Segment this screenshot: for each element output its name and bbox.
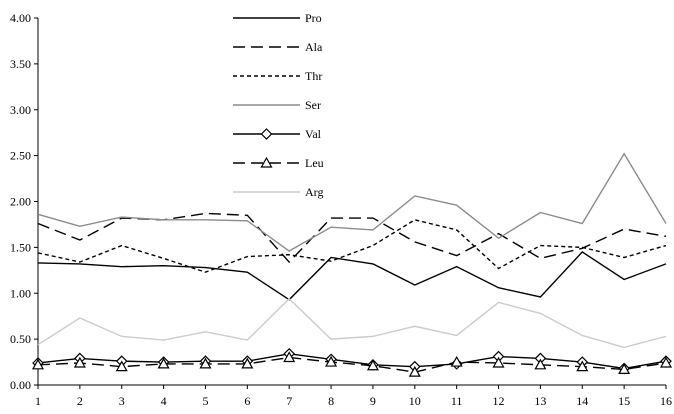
legend-label-val: Val (305, 127, 322, 141)
data-point-leu (408, 365, 421, 377)
series-line-thr (37, 219, 667, 273)
series-line-val (37, 353, 667, 370)
series-pro (37, 251, 667, 301)
series-arg (37, 297, 667, 349)
series-val (32, 347, 672, 375)
series-line-ser (37, 152, 667, 252)
x-tick-label: 11 (451, 394, 463, 408)
x-tick-label: 5 (202, 394, 208, 408)
data-point-leu (534, 358, 547, 370)
data-point-leu (325, 355, 338, 367)
data-point-leu (450, 355, 463, 367)
x-tick-label: 15 (618, 394, 630, 408)
series-line-arg (37, 297, 667, 349)
legend-item-ser: Ser (233, 98, 321, 112)
data-point-leu (492, 356, 505, 368)
legend-label-ala: Ala (305, 40, 323, 54)
y-tick-label: 0.00 (10, 378, 31, 392)
x-tick-label: 4 (161, 394, 167, 408)
x-tick-label: 1 (35, 394, 41, 408)
legend-label-pro: Pro (305, 11, 322, 25)
data-point-leu (241, 357, 254, 369)
series-line-leu (37, 356, 667, 373)
y-tick-label: 1.50 (10, 240, 31, 254)
legend-label-ser: Ser (305, 98, 321, 112)
series-thr (37, 219, 667, 273)
data-point-leu (618, 363, 631, 375)
legend-item-leu: Leu (233, 156, 324, 170)
x-tick-label: 7 (286, 394, 292, 408)
y-tick-label: 1.00 (10, 286, 31, 300)
y-tick-label: 3.50 (10, 57, 31, 71)
x-tick-label: 3 (119, 394, 125, 408)
legend-item-pro: Pro (233, 11, 322, 25)
data-point-leu (115, 360, 128, 372)
legend-label-arg: Arg (305, 185, 323, 199)
y-tick-label: 0.50 (10, 332, 31, 346)
legend-label-thr: Thr (305, 69, 322, 83)
series-lines (31, 152, 673, 377)
x-tick-label: 8 (328, 394, 334, 408)
data-point-leu (366, 359, 379, 371)
x-tick-label: 6 (244, 394, 250, 408)
series-ser (37, 152, 667, 252)
legend: Pro Ala Thr Ser Val Leu Arg (233, 11, 324, 199)
y-tick-label: 2.00 (10, 195, 31, 209)
y-axis-ticks: 0.00 0.50 1.00 1.50 2.00 2.50 3.00 3.50 4.00 (10, 11, 38, 392)
x-tick-label: 9 (370, 394, 376, 408)
x-axis-ticks: 1 2 3 4 5 6 7 8 9 10 11 12 13 14 15 16 (35, 385, 672, 408)
legend-item-thr: Thr (233, 69, 322, 83)
x-tick-label: 14 (576, 394, 588, 408)
series-line-pro (37, 251, 667, 301)
x-tick-label: 10 (409, 394, 421, 408)
series-leu (31, 351, 673, 377)
data-point-leu (199, 357, 212, 369)
x-tick-label: 12 (493, 394, 505, 408)
legend-marker-leu (260, 156, 273, 168)
data-point-leu (73, 356, 86, 368)
y-tick-label: 3.00 (10, 103, 31, 117)
y-tick-label: 2.50 (10, 149, 31, 163)
x-tick-label: 2 (77, 394, 83, 408)
data-point-leu (157, 357, 170, 369)
legend-item-val: Val (233, 127, 322, 141)
x-tick-label: 13 (534, 394, 546, 408)
x-tick-label: 16 (660, 394, 672, 408)
data-point-leu (283, 351, 296, 363)
data-point-leu (576, 360, 589, 372)
data-point-leu (659, 356, 673, 368)
legend-label-leu: Leu (305, 156, 324, 170)
legend-marker-val (260, 128, 273, 140)
data-point-leu (31, 358, 45, 370)
legend-item-ala: Ala (233, 40, 323, 54)
y-tick-label: 4.00 (10, 11, 31, 25)
legend-item-arg: Arg (233, 185, 323, 199)
